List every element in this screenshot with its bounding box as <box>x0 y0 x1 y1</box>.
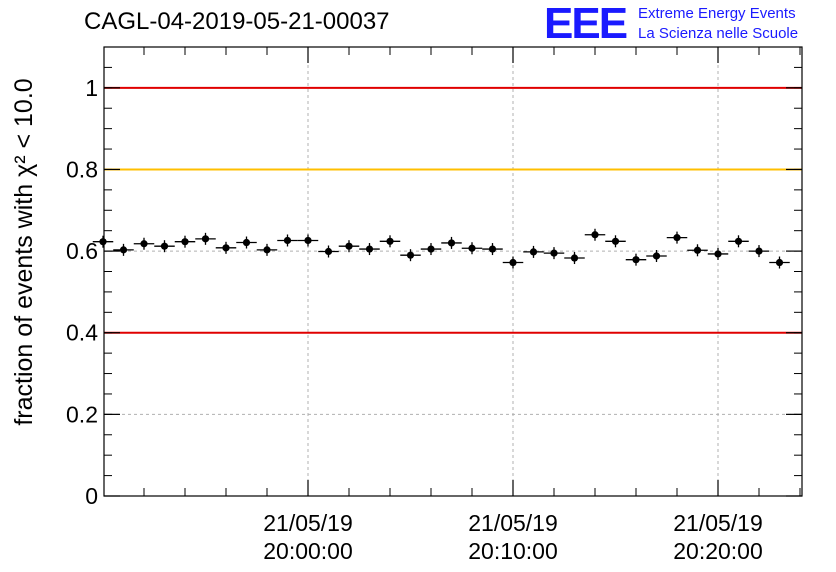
y-tick-label: 0.6 <box>66 238 98 264</box>
data-point <box>195 232 216 245</box>
point-marker <box>324 247 333 256</box>
data-point <box>748 245 770 258</box>
point-marker <box>160 242 169 250</box>
data-point <box>236 236 257 249</box>
point-marker <box>406 251 415 259</box>
data-point <box>543 247 565 260</box>
data-point <box>482 243 503 256</box>
x-tick-label-time: 20:20:00 <box>673 538 763 564</box>
y-tick-label: 1 <box>85 75 98 101</box>
data-point <box>338 240 360 253</box>
point-marker <box>755 247 763 255</box>
y-tick-label: 0.8 <box>66 156 98 182</box>
data-point <box>420 243 442 256</box>
data-point <box>769 256 790 269</box>
point-marker <box>427 245 435 253</box>
point-marker <box>550 249 558 257</box>
logo-line-1: Extreme Energy Events <box>638 5 796 22</box>
eee-logo: EEE Extreme Energy Events La Scienza nel… <box>544 2 834 46</box>
x-tick-label-time: 20:00:00 <box>263 538 353 564</box>
point-marker <box>140 240 148 248</box>
data-point <box>666 231 688 244</box>
data-point <box>564 252 585 265</box>
plot-frame <box>103 46 803 497</box>
point-marker <box>365 245 374 253</box>
data-point <box>461 242 483 255</box>
data-point <box>174 235 196 248</box>
point-marker <box>611 237 620 245</box>
logo-line-2: La Scienza nelle Scuole <box>638 25 799 42</box>
data-point <box>92 235 114 248</box>
y-tick-label: 0 <box>85 483 98 509</box>
point-marker <box>99 238 107 246</box>
chart-title: CAGL-04-2019-05-21-00037 <box>84 8 390 35</box>
y-tick-label: 0.4 <box>66 320 98 346</box>
reference-lines <box>104 86 802 334</box>
y-tick-label: 0.2 <box>66 401 98 427</box>
data-point <box>584 228 606 241</box>
data-point <box>728 235 749 248</box>
point-marker <box>304 236 312 245</box>
point-marker <box>652 252 661 260</box>
axes: 00.20.40.60.8121/05/1920:00:0021/05/1920… <box>66 46 803 564</box>
point-marker <box>201 235 210 243</box>
data-point <box>441 236 462 249</box>
point-marker <box>570 254 579 262</box>
x-tick-label-date: 21/05/19 <box>263 510 353 536</box>
data-point <box>297 234 319 247</box>
data-point <box>523 245 544 258</box>
point-marker <box>222 244 230 252</box>
point-marker <box>119 246 128 254</box>
point-marker <box>529 248 538 256</box>
data-point <box>646 249 667 262</box>
data-point <box>625 253 647 266</box>
point-marker <box>632 256 640 264</box>
point-marker <box>673 234 681 242</box>
logo-mark: EEE <box>544 0 628 48</box>
data-point <box>318 245 339 258</box>
data-points <box>92 228 790 269</box>
data-point <box>707 247 729 260</box>
data-point <box>113 243 134 256</box>
x-tick-label-date: 21/05/19 <box>468 510 558 536</box>
point-marker <box>283 236 292 245</box>
data-point <box>277 234 298 247</box>
point-marker <box>181 238 189 246</box>
data-point <box>687 244 708 257</box>
point-marker <box>509 258 517 267</box>
data-point <box>502 256 524 269</box>
grid-layer <box>104 47 802 497</box>
x-tick-label-time: 20:10:00 <box>468 538 558 564</box>
point-marker <box>775 258 784 267</box>
point-marker <box>447 239 456 247</box>
point-marker <box>345 242 353 250</box>
point-marker <box>488 245 497 253</box>
point-marker <box>263 246 271 254</box>
data-point <box>605 235 626 248</box>
data-point <box>400 249 421 262</box>
point-marker <box>734 237 743 245</box>
data-point <box>359 243 380 256</box>
point-marker <box>468 244 476 252</box>
point-marker <box>714 250 722 258</box>
data-point <box>133 237 155 250</box>
data-point <box>379 235 401 248</box>
point-marker <box>591 231 599 239</box>
point-marker <box>693 246 702 254</box>
data-point <box>154 240 175 253</box>
x-tick-label-date: 21/05/19 <box>673 510 763 536</box>
data-point <box>256 243 278 256</box>
data-point <box>215 241 237 254</box>
point-marker <box>386 237 394 245</box>
y-axis-label: fraction of events with χ² < 10.0 <box>10 78 38 425</box>
point-marker <box>242 238 251 247</box>
